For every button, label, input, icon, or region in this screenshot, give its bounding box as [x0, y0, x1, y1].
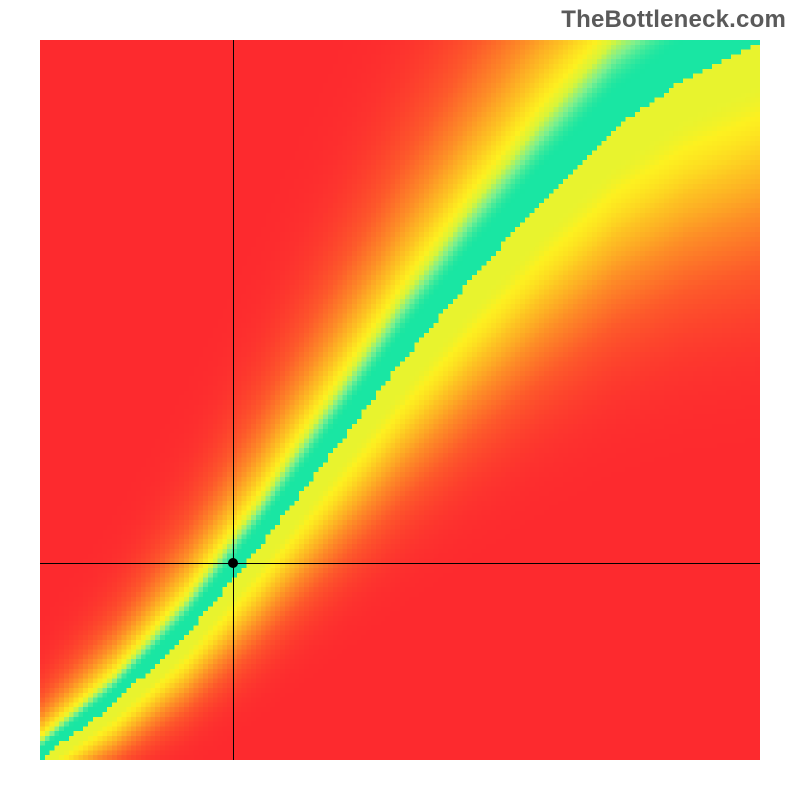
watermark-text: TheBottleneck.com: [561, 6, 786, 34]
heatmap-canvas: [40, 40, 760, 760]
chart-container: TheBottleneck.com: [0, 0, 800, 800]
plot-area: [40, 40, 760, 760]
